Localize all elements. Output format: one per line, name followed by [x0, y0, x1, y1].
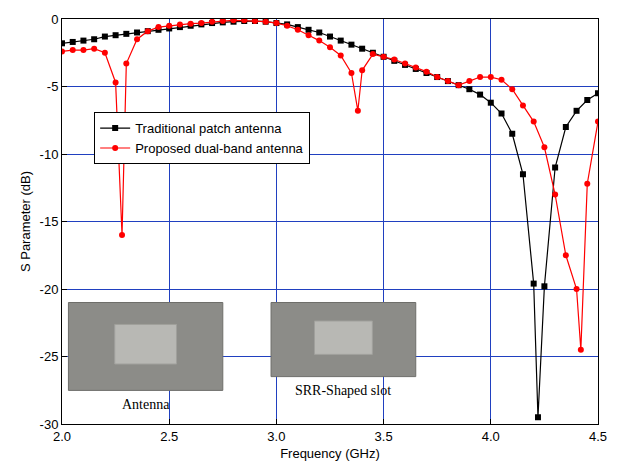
- svg-text:-10: -10: [40, 147, 59, 162]
- svg-text:-5: -5: [47, 79, 59, 94]
- svg-text:Frequency (GHz): Frequency (GHz): [280, 446, 380, 461]
- svg-text:3.0: 3.0: [267, 429, 285, 444]
- svg-text:-15: -15: [40, 214, 59, 229]
- svg-text:Proposed dual-band antenna: Proposed dual-band antenna: [135, 141, 303, 156]
- svg-text:S Parameter (dB): S Parameter (dB): [18, 171, 33, 272]
- svg-text:-25: -25: [40, 349, 59, 364]
- svg-text:2.5: 2.5: [160, 429, 178, 444]
- svg-text:-20: -20: [40, 282, 59, 297]
- svg-text:-30: -30: [40, 417, 59, 432]
- svg-text:Antenna: Antenna: [122, 397, 170, 412]
- svg-text:4.5: 4.5: [589, 429, 607, 444]
- svg-text:2.0: 2.0: [53, 429, 71, 444]
- svg-text:SRR-Shaped slot: SRR-Shaped slot: [295, 383, 391, 398]
- svg-text:Traditional patch antenna: Traditional patch antenna: [135, 121, 282, 136]
- svg-text:4.0: 4.0: [482, 429, 500, 444]
- svg-text:3.5: 3.5: [375, 429, 393, 444]
- svg-text:0: 0: [51, 12, 58, 27]
